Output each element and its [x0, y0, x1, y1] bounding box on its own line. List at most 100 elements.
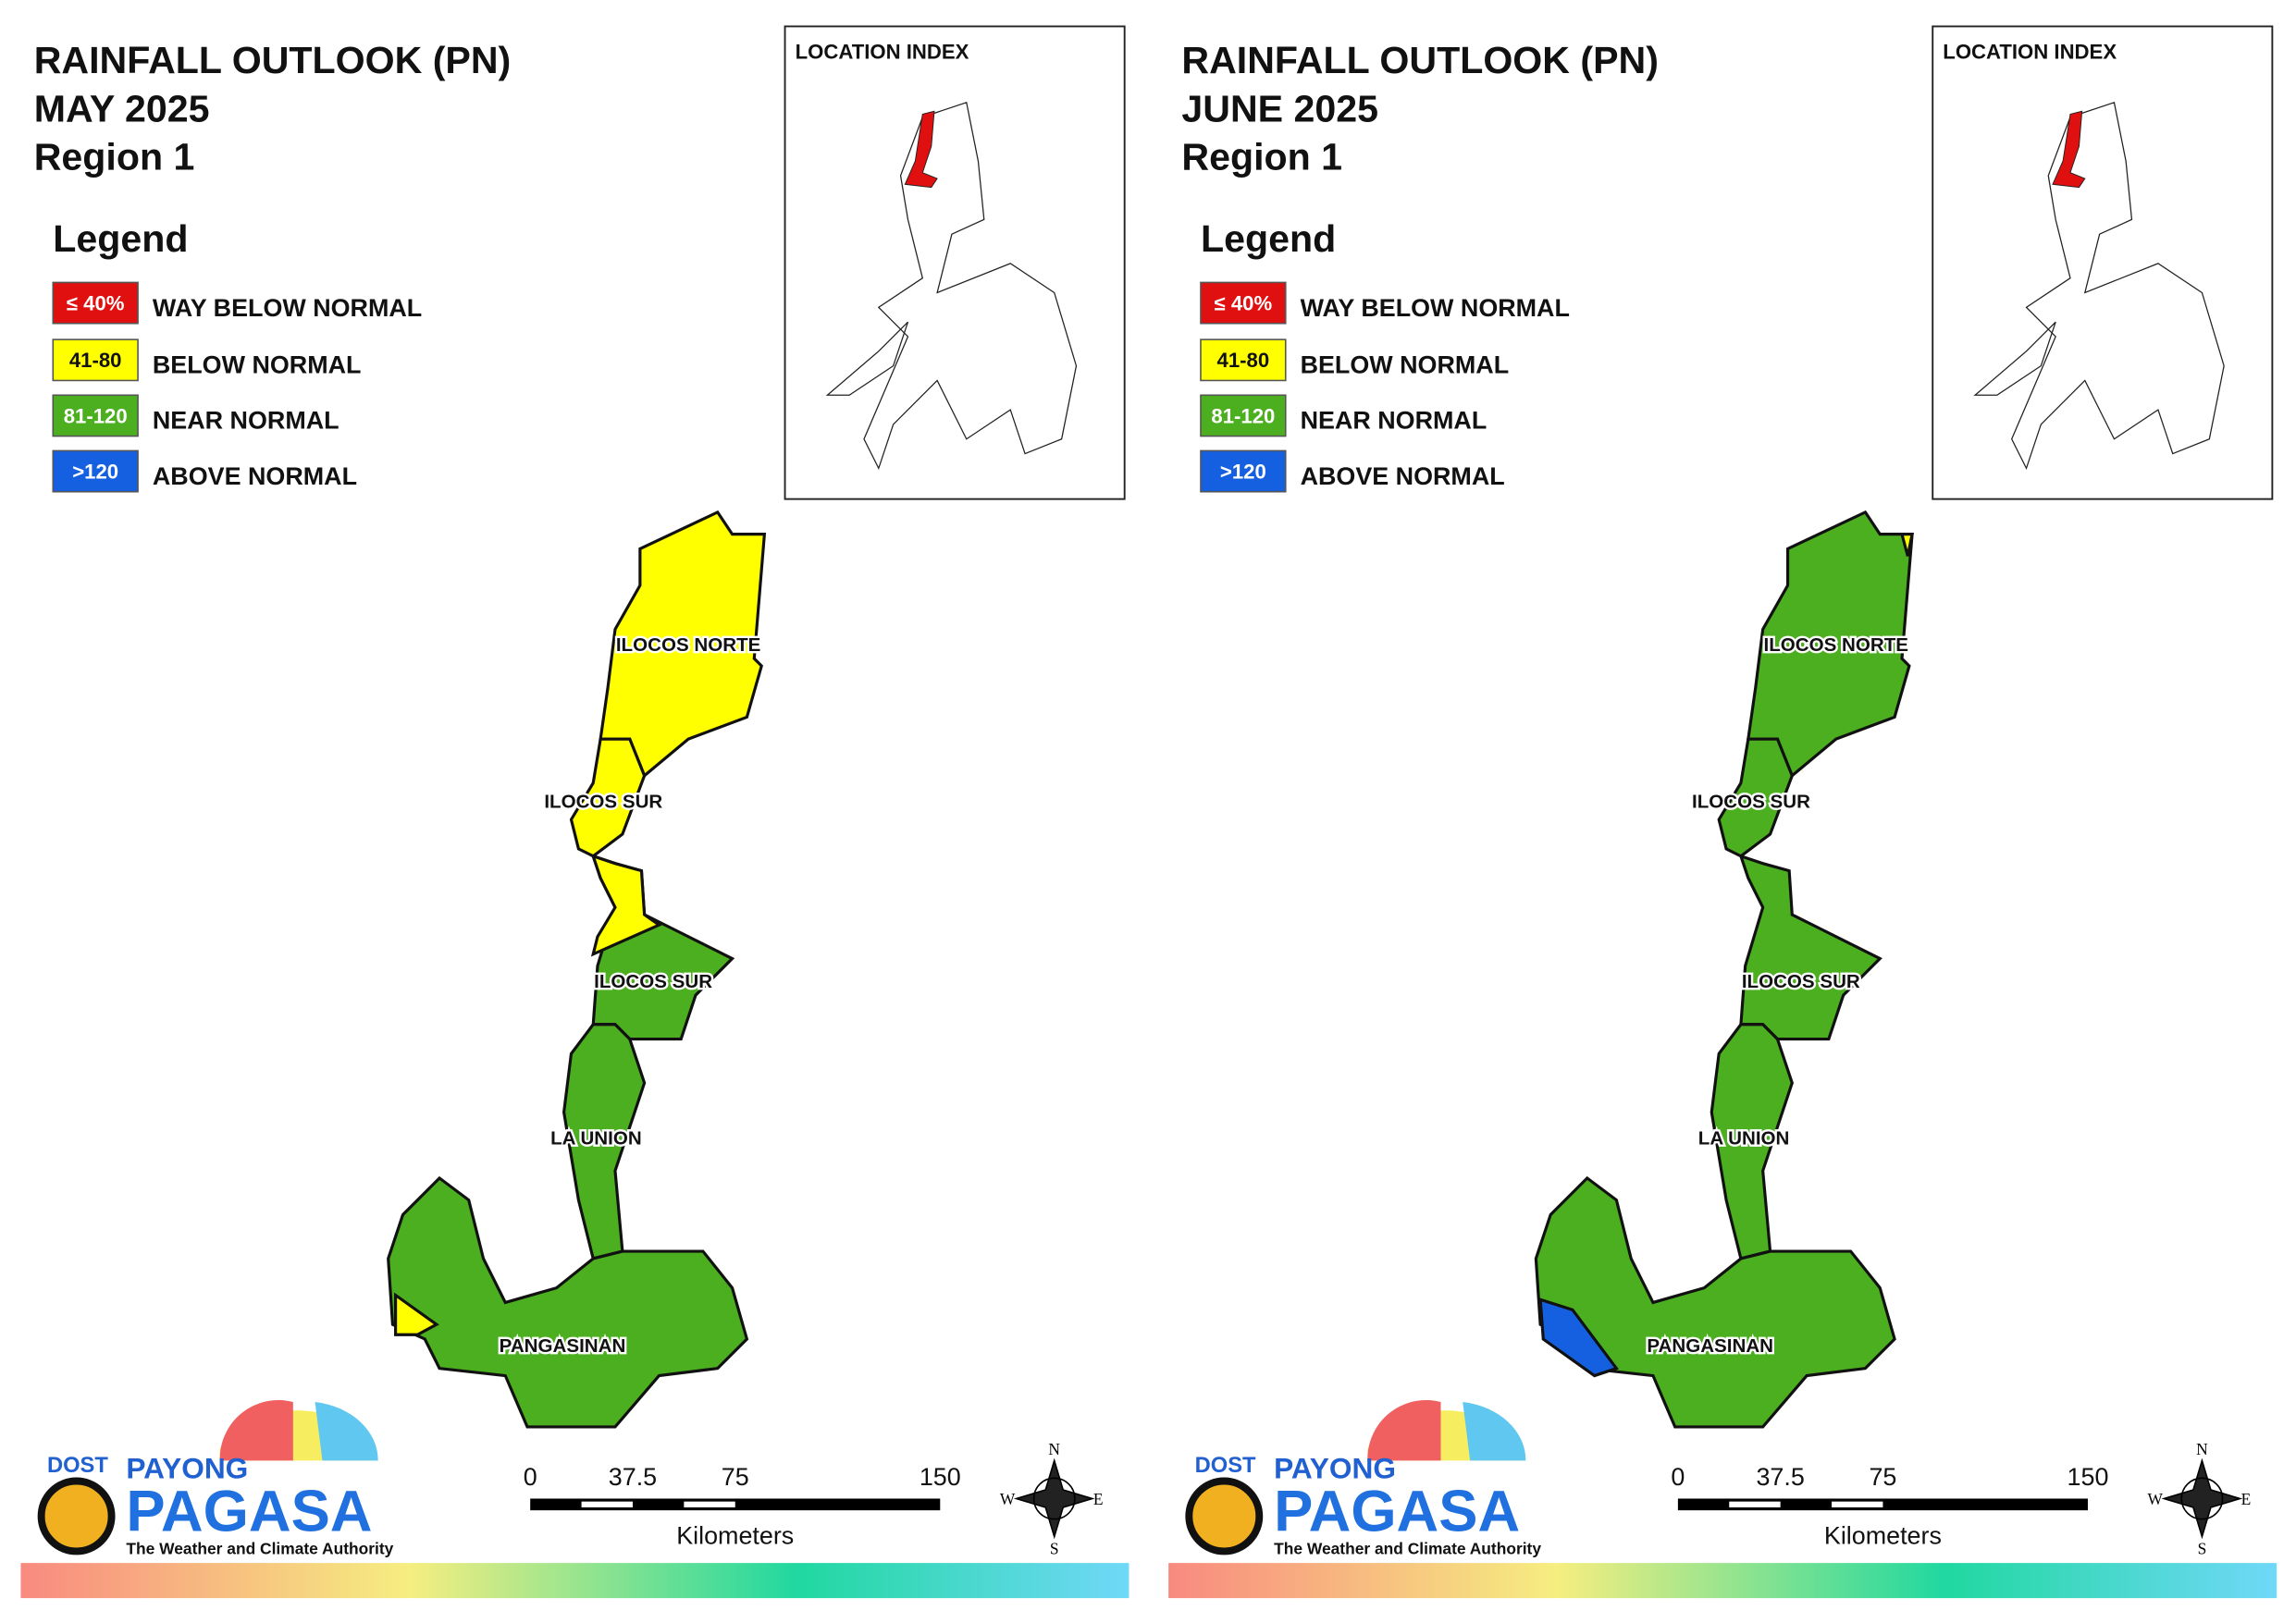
province-area: [387, 1175, 749, 1429]
legend-swatch-label: >120: [72, 460, 118, 483]
color-band: [1168, 1563, 2277, 1599]
compass-letter: W: [2148, 1490, 2164, 1508]
index-map: [825, 101, 1078, 471]
logo-umbrella-blue: [1463, 1402, 1526, 1461]
logo-umbrella-blue: [315, 1402, 378, 1461]
legend-swatch: [52, 338, 139, 382]
province-label: ILOCOS SUR: [594, 971, 712, 992]
index-frame: [784, 25, 1126, 500]
province-area: [1747, 510, 1914, 779]
scale-tick-label: 0: [1671, 1463, 1685, 1491]
logo-umbrella-red: [219, 1400, 293, 1461]
scale-tick-label: 0: [524, 1463, 537, 1491]
index-frame: [1932, 25, 2274, 500]
province-label: LA UNION: [550, 1128, 642, 1150]
province-label: ILOCOS SUR: [544, 792, 662, 813]
logo-umbrella-red: [1367, 1400, 1441, 1461]
logo-brand-top: PAYONG: [1274, 1451, 1396, 1484]
title-line: RAINFALL OUTLOOK (PN): [34, 39, 512, 81]
province-area: [590, 854, 662, 957]
legend-swatch-label: ≤ 40%: [1215, 291, 1273, 314]
logo-brand: PAGASA: [1274, 1479, 1520, 1543]
legend-swatch-label: 81-120: [1211, 404, 1275, 427]
legend-swatch: [52, 449, 139, 493]
panel: RAINFALL OUTLOOK (PN) MAY 2025 Region 1 LOC…: [20, 25, 1129, 1599]
scale-segment: [684, 1501, 735, 1507]
compass-rose: [1013, 1457, 1095, 1540]
legend-swatch-label: 41-80: [69, 349, 122, 372]
scale-unit: Kilometers: [1824, 1522, 1942, 1550]
scale-unit: Kilometers: [676, 1522, 794, 1550]
scale-tick-label: 150: [2068, 1463, 2109, 1491]
province-label: ILOCOS NORTE: [616, 634, 761, 656]
province-label: ILOCOS SUR: [1692, 792, 1810, 813]
compass-letter: N: [2196, 1440, 2208, 1458]
scale-tick-label: 75: [1869, 1463, 1896, 1491]
province-area: [1538, 1297, 1619, 1378]
scale-segment: [1832, 1501, 1883, 1507]
title-line: Region 1: [1181, 136, 1342, 178]
logo-agency: DOST: [47, 1454, 108, 1478]
compass-ring: [1032, 1477, 1076, 1520]
legend-swatch: [1200, 338, 1287, 382]
legend-swatch: [1200, 394, 1287, 437]
compass-letter: E: [1093, 1490, 1104, 1508]
province-area: [1899, 533, 1914, 557]
legend-label: NEAR NORMAL: [1301, 407, 1487, 435]
title-line: JUNE 2025: [1181, 87, 1378, 129]
logo-seal: [37, 1477, 116, 1555]
province-label: ILOCOS SUR: [1742, 971, 1860, 992]
index-title: LOCATION INDEX: [796, 40, 969, 63]
index-title: LOCATION INDEX: [1943, 40, 2117, 63]
legend-label: ABOVE NORMAL: [1301, 462, 1505, 490]
scale-segment: [1729, 1501, 1781, 1507]
province-label: PANGASINAN: [500, 1335, 626, 1357]
compass-letter: S: [2198, 1540, 2207, 1558]
title-line: Region 1: [34, 136, 195, 178]
index-region: [904, 110, 938, 189]
legend-label: WAY BELOW NORMAL: [153, 294, 422, 322]
legend-title: Legend: [1201, 217, 1336, 260]
province-label: PANGASINAN: [1647, 1335, 1773, 1357]
legend-title: Legend: [53, 217, 188, 260]
title-line: RAINFALL OUTLOOK (PN): [1181, 39, 1659, 81]
legend-swatch-label: >120: [1220, 460, 1266, 483]
legend-swatch: [52, 281, 139, 325]
scale-tick-label: 37.5: [1756, 1463, 1804, 1491]
legend-label: BELOW NORMAL: [1301, 351, 1510, 379]
logo-brand: PAGASA: [126, 1479, 372, 1543]
legend-swatch-label: 81-120: [64, 404, 128, 427]
title-line: MAY 2025: [34, 87, 210, 129]
scale-tick-label: 37.5: [609, 1463, 657, 1491]
logo-agency: DOST: [1195, 1454, 1256, 1478]
logo-brand-top: PAYONG: [126, 1451, 248, 1484]
legend-swatch-label: ≤ 40%: [67, 291, 125, 314]
province-label: LA UNION: [1698, 1128, 1790, 1150]
legend-label: BELOW NORMAL: [153, 351, 362, 379]
province-area: [1738, 854, 1882, 1041]
compass-letter: E: [2241, 1490, 2252, 1508]
compass-rose: [2161, 1457, 2243, 1540]
legend-swatch: [52, 394, 139, 437]
legend-swatch: [1200, 449, 1287, 493]
province-area: [1534, 1175, 1896, 1429]
logo-seal: [1185, 1477, 1264, 1555]
color-band: [20, 1563, 1129, 1599]
legend-label: NEAR NORMAL: [153, 407, 339, 435]
legend-swatch: [1200, 281, 1287, 325]
compass-letter: S: [1050, 1540, 1059, 1558]
legend-label: ABOVE NORMAL: [153, 462, 357, 490]
scale-tick-label: 150: [920, 1463, 961, 1491]
index-region: [2052, 110, 2086, 189]
logo-tagline: The Weather and Climate Authority: [1274, 1540, 1541, 1558]
compass-letter: W: [1000, 1490, 1016, 1508]
province-area: [394, 1292, 439, 1336]
scale-tick-label: 75: [722, 1463, 749, 1491]
scale-segment: [581, 1501, 633, 1507]
province-area: [599, 510, 767, 779]
compass-letter: N: [1048, 1440, 1060, 1458]
index-map: [1973, 101, 2225, 471]
compass-ring: [2180, 1477, 2224, 1520]
